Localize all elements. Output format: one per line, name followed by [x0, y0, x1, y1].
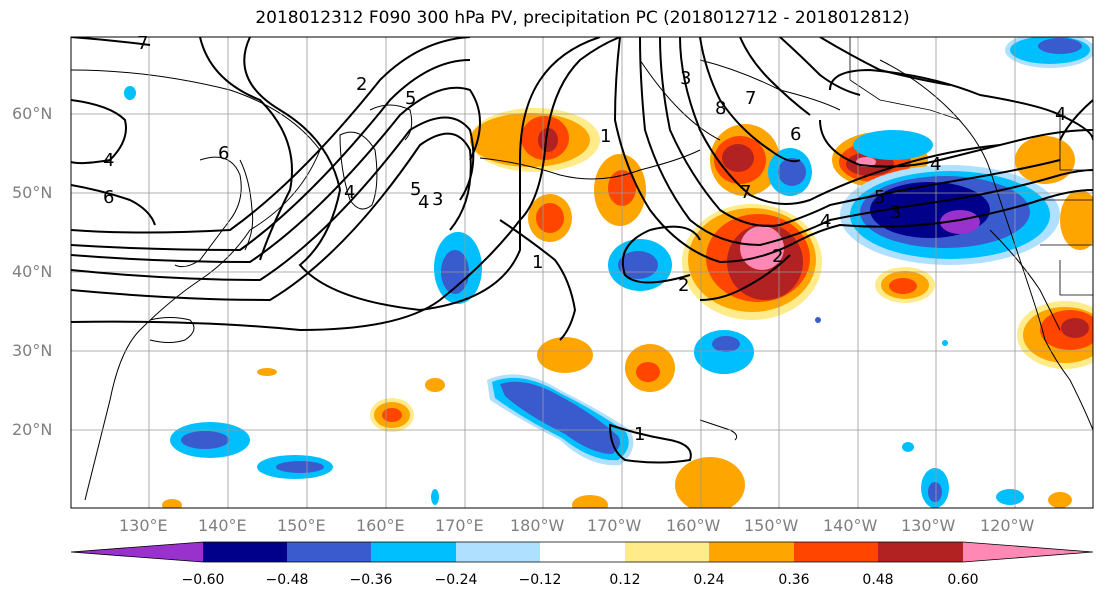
colorbar-tick-label: 0.60 — [947, 572, 979, 588]
contour-label: 2 — [356, 74, 367, 95]
lon-tick-label: 120°W — [980, 516, 1035, 535]
lon-tick-label: 130°W — [901, 516, 956, 535]
contour-label: 2 — [678, 275, 689, 296]
lon-tick-label: 170°W — [587, 516, 642, 535]
lon-tick-label: 130°E — [119, 516, 168, 535]
colorbar-segment — [794, 542, 879, 562]
contour-label: 3 — [432, 189, 443, 210]
colorbar-segment — [540, 542, 625, 562]
contour-label: 5 — [874, 187, 885, 208]
contour-label: 7 — [745, 88, 756, 109]
contour-label: 3 — [890, 202, 901, 223]
contour-label: 1 — [634, 424, 645, 445]
colorbar-tick-label: 0.48 — [862, 572, 894, 588]
contour-label: 6 — [790, 124, 801, 145]
colorbar-segment — [203, 542, 288, 562]
colorbar-tick-label: 0.12 — [609, 572, 641, 588]
contour-label: 3 — [680, 68, 691, 89]
colorbar-tick-label: 0.36 — [778, 572, 810, 588]
contour-label: 8 — [715, 98, 726, 119]
lat-tick-label: 30°N — [12, 341, 53, 360]
colorbar-segment — [71, 542, 203, 562]
lon-tick-label: 170°E — [435, 516, 484, 535]
contour-label: 4 — [418, 192, 429, 213]
contour-label: 4 — [103, 150, 114, 171]
contour-label-group: 7 2 6 4 6 4 5 3 4 5 1 1 3 8 7 6 7 4 5 3 … — [103, 33, 1066, 445]
contour-label: 7 — [137, 33, 148, 54]
positive-anomaly-regions — [162, 108, 1093, 508]
lon-tick-label: 160°E — [356, 516, 405, 535]
contour-label: 1 — [600, 126, 611, 147]
pv-contours — [71, 37, 1093, 464]
gridlines — [71, 37, 1093, 508]
colorbar-tick-label: −0.12 — [518, 572, 562, 588]
lat-tick-label: 60°N — [12, 104, 53, 123]
colorbar-segment — [287, 542, 372, 562]
contour-label: 4 — [930, 154, 941, 175]
contour-label: 5 — [405, 88, 416, 109]
contour-label: 1 — [532, 252, 543, 273]
lon-tick-label: 160°W — [666, 516, 721, 535]
lat-tick-label: 20°N — [12, 420, 53, 439]
colorbar-tick-label: 0.24 — [693, 572, 725, 588]
contour-label: 4 — [344, 182, 355, 203]
colorbar-tick-label: −0.60 — [181, 572, 225, 588]
colorbar — [70, 541, 1094, 563]
contour-label: 6 — [103, 187, 114, 208]
lat-tick-label: 40°N — [12, 262, 53, 281]
colorbar-segment — [625, 542, 710, 562]
lon-tick-label: 150°W — [744, 516, 799, 535]
colorbar-segment — [963, 542, 1093, 562]
colorbar-segment — [371, 542, 456, 562]
colorbar-segment — [878, 542, 963, 562]
precipitation-shading — [124, 37, 1093, 508]
lon-tick-label: 140°W — [823, 516, 878, 535]
contour-label: 4 — [1055, 104, 1066, 125]
lon-tick-label: 140°E — [198, 516, 247, 535]
colorbar-segment — [456, 542, 541, 562]
lat-tick-label: 50°N — [12, 183, 53, 202]
contour-label: 7 — [740, 182, 751, 203]
lon-tick-label: 180°W — [510, 516, 565, 535]
contour-label: 2 — [772, 246, 783, 267]
colorbar-outline — [70, 541, 1094, 563]
map-frame — [70, 36, 1094, 509]
colorbar-segment — [709, 542, 794, 562]
colorbar-tick-label: −0.24 — [434, 572, 478, 588]
colorbar-tick-label: −0.36 — [349, 572, 393, 588]
colorbar-tick-label: −0.48 — [265, 572, 309, 588]
lon-tick-label: 150°E — [277, 516, 326, 535]
map-title: 2018012312 F090 300 hPa PV, precipitatio… — [255, 8, 910, 28]
contour-label: 4 — [820, 211, 831, 232]
contour-label: 5 — [410, 179, 421, 200]
contour-label: 6 — [218, 143, 229, 164]
